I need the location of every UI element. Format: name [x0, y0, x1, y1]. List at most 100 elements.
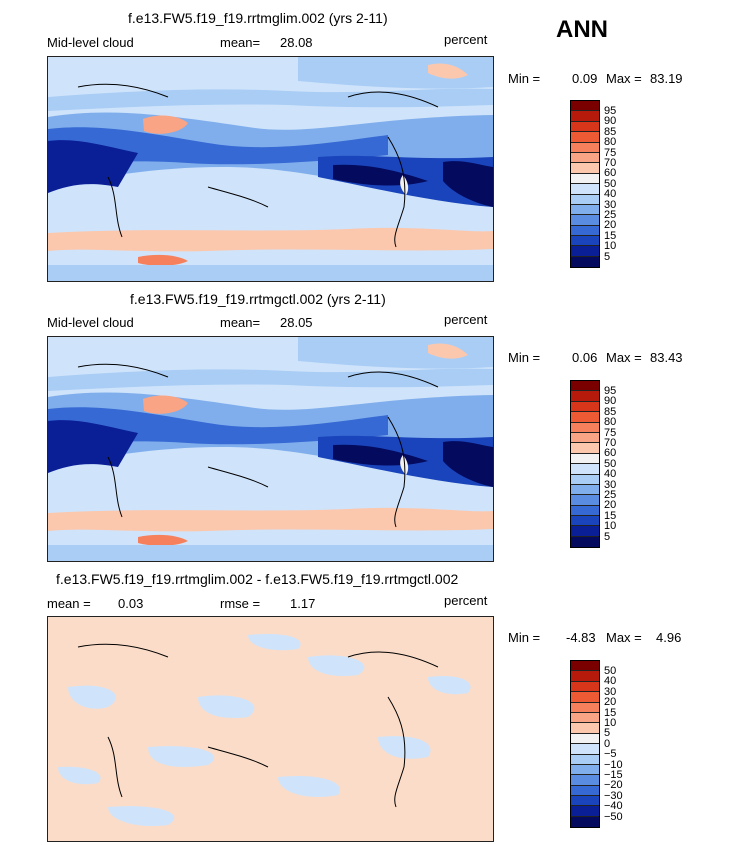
colorbar-swatch — [571, 152, 599, 164]
colorbar-level-label: 10 — [604, 520, 617, 533]
colorbar-swatch — [571, 723, 599, 734]
colorbar-level-label: 95 — [604, 104, 617, 117]
colorbar-level-label: 80 — [604, 416, 617, 429]
colorbar-level-label: 30 — [604, 685, 617, 698]
colorbar-level-label: 40 — [604, 468, 617, 481]
colorbar-swatch — [571, 505, 599, 517]
map-field — [48, 57, 493, 281]
variable-label: Mid-level cloud — [47, 35, 134, 50]
colorbar-swatch — [571, 796, 599, 807]
colorbar-swatch — [571, 495, 599, 506]
rmse-value: 1.17 — [290, 596, 316, 611]
colorbar-level-label: −10 — [604, 758, 623, 771]
colorbar-swatch — [571, 215, 599, 226]
colorbar — [570, 380, 600, 549]
colorbar-level-label: 25 — [604, 488, 617, 501]
colorbar-level-label: 20 — [604, 499, 617, 512]
max-value: 83.43 — [650, 350, 683, 365]
colorbar-swatch — [571, 142, 599, 153]
colorbar-swatch — [571, 702, 599, 713]
colorbar-swatch — [571, 754, 599, 765]
colorbar-swatch — [571, 246, 599, 257]
colorbar-swatch — [571, 381, 599, 392]
colorbar-level-label: 50 — [604, 664, 617, 677]
max-value: 83.19 — [650, 71, 683, 86]
colorbar-level-label: 75 — [604, 426, 617, 439]
colorbar-level-label: 5 — [604, 727, 611, 740]
max-label: Max = — [606, 350, 642, 365]
colorbar-level-label: 50 — [604, 177, 617, 190]
colorbar-level-label: 60 — [604, 447, 617, 460]
colorbar-level-label: 70 — [604, 436, 617, 449]
max-label: Max = — [606, 630, 642, 645]
colorbar-swatch — [571, 184, 599, 195]
cloud-map — [47, 336, 494, 562]
colorbar-swatch — [571, 412, 599, 423]
cloud-map — [47, 56, 494, 282]
colorbar-swatch — [571, 111, 599, 122]
colorbar-swatch — [571, 401, 599, 413]
colorbar-level-label: −15 — [604, 768, 623, 781]
colorbar-level-label: 25 — [604, 208, 617, 221]
variable-label: Mid-level cloud — [47, 315, 134, 330]
colorbar-level-label: −40 — [604, 800, 623, 813]
colorbar-swatch — [571, 256, 599, 268]
colorbar-level-label: 15 — [604, 706, 617, 719]
colorbar-swatch — [571, 536, 599, 548]
colorbar-level-label: −30 — [604, 789, 623, 802]
colorbar-swatch — [571, 516, 599, 527]
units-label: percent — [444, 593, 488, 608]
colorbar-level-label: −5 — [604, 748, 617, 761]
colorbar-level-label: 90 — [604, 115, 617, 128]
mean-label: mean= — [220, 35, 261, 50]
max-label: Max = — [606, 71, 642, 86]
colorbar-swatch — [571, 661, 599, 672]
colorbar-swatch — [571, 204, 599, 216]
colorbar-level-label: −20 — [604, 779, 623, 792]
colorbar-swatch — [571, 236, 599, 247]
colorbar-level-label: 20 — [604, 219, 617, 232]
colorbar-swatch — [571, 432, 599, 444]
mean-value: 28.05 — [280, 315, 313, 330]
mean-label: mean = — [47, 596, 91, 611]
colorbar-swatch — [571, 775, 599, 786]
colorbar-swatch — [571, 526, 599, 537]
colorbar-level-label: 40 — [604, 188, 617, 201]
colorbar-swatch — [571, 692, 599, 703]
colorbar-level-label: 5 — [604, 250, 611, 263]
colorbar-level-label: 20 — [604, 696, 617, 709]
colorbar-swatch — [571, 681, 599, 693]
min-value: -4.83 — [566, 630, 596, 645]
colorbar-level-label: 50 — [604, 457, 617, 470]
colorbar-swatch — [571, 764, 599, 776]
colorbar-level-label: −50 — [604, 810, 623, 823]
min-value: 0.06 — [572, 350, 598, 365]
rmse-label: rmse = — [220, 596, 261, 611]
colorbar-level-label: 90 — [604, 395, 617, 408]
units-label: percent — [444, 312, 488, 327]
panel-title: f.e13.FW5.f19_f19.rrtmglim.002 (yrs 2-11… — [128, 10, 388, 26]
min-label: Min = — [508, 350, 541, 365]
colorbar-level-label: 80 — [604, 136, 617, 149]
panel-title: f.e13.FW5.f19_f19.rrtmgctl.002 (yrs 2-11… — [130, 291, 386, 307]
colorbar-level-label: 85 — [604, 405, 617, 418]
mean-value: 28.08 — [280, 35, 313, 50]
colorbar-swatch — [571, 391, 599, 402]
colorbar — [570, 100, 600, 269]
colorbar-swatch — [571, 671, 599, 682]
colorbar-level-label: 0 — [604, 737, 611, 750]
panel-title: f.e13.FW5.f19_f19.rrtmglim.002 - f.e13.F… — [56, 571, 459, 587]
colorbar-level-label: 15 — [604, 229, 617, 242]
map-field — [48, 617, 493, 841]
difference-map — [47, 616, 494, 842]
map-field — [48, 337, 493, 561]
colorbar-swatch — [571, 173, 599, 185]
colorbar-swatch — [571, 712, 599, 724]
colorbar-swatch — [571, 194, 599, 205]
colorbar-swatch — [571, 744, 599, 755]
colorbar — [570, 660, 600, 829]
colorbar-swatch — [571, 163, 599, 174]
units-label: percent — [444, 32, 488, 47]
mean-label: mean= — [220, 315, 261, 330]
colorbar-level-label: 5 — [604, 530, 611, 543]
